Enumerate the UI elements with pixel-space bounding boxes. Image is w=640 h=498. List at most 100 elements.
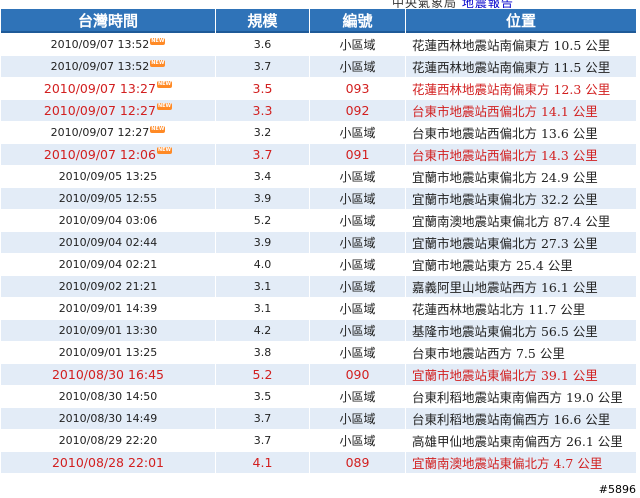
cell-number-link[interactable]: 091 — [310, 144, 405, 165]
column-header-number[interactable]: 編號 — [310, 9, 405, 33]
cell-location: 嘉義阿里山地震站西方 16.1 公里 — [406, 276, 636, 297]
cell-location: 台東利稻地震站南偏西方 16.6 公里 — [406, 408, 636, 429]
cell-location: 高雄甲仙地震站東南偏西方 26.1 公里 — [406, 430, 636, 451]
table-body: 2010/09/07 13:52 NEW 3.6 小區域 花蓮西林地震站南偏東方 10.… — [1, 34, 636, 473]
cell-number: 小區域 — [310, 166, 405, 187]
cell-time: 2010/09/05 13:25 — [1, 166, 215, 187]
time-text: 2010/09/04 03:06 — [58, 214, 158, 227]
cell-location: 台東市地震站西偏北方 13.6 公里 — [406, 122, 636, 143]
cell-magnitude: 3.2 — [216, 122, 309, 143]
cell-time: 2010/09/07 13:27 NEW — [1, 78, 215, 99]
cell-time: 2010/09/07 13:52 NEW — [1, 56, 215, 77]
table-row[interactable]: 2010/09/07 13:52 NEW 3.6 小區域 花蓮西林地震站南偏東方 10.… — [1, 34, 636, 55]
time-text: 2010/09/05 13:25 — [58, 170, 158, 183]
cell-number: 小區域 — [310, 342, 405, 363]
table-row[interactable]: 2010/09/07 12:27 NEW 3.3 092 台東市地震站西偏北方 14.1… — [1, 100, 636, 121]
table-row[interactable]: 2010/09/04 02:21 4.0 小區域 宜蘭市地震站東方 25.4 公里 — [1, 254, 636, 275]
cell-time: 2010/09/07 13:52 NEW — [1, 34, 215, 55]
table-row[interactable]: 2010/08/30 14:49 3.7 小區域 台東利稻地震站南偏西方 16.6 公… — [1, 408, 636, 429]
cell-magnitude: 4.1 — [216, 452, 309, 473]
column-header-magnitude[interactable]: 規模 — [216, 9, 309, 33]
cell-time: 2010/08/30 16:45 — [1, 364, 215, 385]
cell-location: 台東利稻地震站東南偏西方 19.0 公里 — [406, 386, 636, 407]
time-text: 2010/09/07 13:27 — [43, 81, 156, 96]
cell-location: 台東市地震站西偏北方 14.3 公里 — [406, 144, 636, 165]
cell-number-link[interactable]: 093 — [310, 78, 405, 99]
cell-number-link[interactable]: 092 — [310, 100, 405, 121]
cell-location: 宜蘭市地震站東偏北方 39.1 公里 — [406, 364, 636, 385]
table-row[interactable]: 2010/09/05 12:55 3.9 小區域 宜蘭市地震站東偏北方 32.2 公里 — [1, 188, 636, 209]
cell-magnitude: 3.4 — [216, 166, 309, 187]
column-header-location[interactable]: 位置 — [406, 9, 636, 33]
cell-location: 花蓮西林地震站南偏東方 10.5 公里 — [406, 34, 636, 55]
table-row[interactable]: 2010/09/01 14:39 3.1 小區域 花蓮西林地震站北方 11.7 公里 — [1, 298, 636, 319]
cell-location: 宜蘭南澳地震站東偏北方 87.4 公里 — [406, 210, 636, 231]
cell-magnitude: 3.8 — [216, 342, 309, 363]
cell-number: 小區域 — [310, 430, 405, 451]
cell-magnitude: 3.6 — [216, 34, 309, 55]
table-row[interactable]: 2010/09/04 02:44 3.9 小區域 宜蘭市地震站東偏北方 27.3 公里 — [1, 232, 636, 253]
cell-time: 2010/09/07 12:27 NEW — [1, 100, 215, 121]
cell-number-link[interactable]: 089 — [310, 452, 405, 473]
top-strip: 中央氣象局 地震報告 — [0, 0, 640, 10]
new-badge-icon: NEW — [150, 60, 166, 67]
cell-location: 台東市地震站西偏北方 14.1 公里 — [406, 100, 636, 121]
table-row[interactable]: 2010/09/04 03:06 5.2 小區域 宜蘭南澳地震站東偏北方 87.4 公… — [1, 210, 636, 231]
table-row[interactable]: 2010/09/07 13:27 NEW 3.5 093 花蓮西林地震站南偏東方 12.… — [1, 78, 636, 99]
cell-magnitude: 3.5 — [216, 386, 309, 407]
cell-magnitude: 3.1 — [216, 298, 309, 319]
time-text: 2010/09/02 21:21 — [58, 280, 158, 293]
time-text: 2010/09/01 13:25 — [58, 346, 158, 359]
cell-time: 2010/09/01 13:25 — [1, 342, 215, 363]
cell-location: 宜蘭市地震站東偏北方 32.2 公里 — [406, 188, 636, 209]
column-header-time[interactable]: 台灣時間 — [1, 9, 215, 33]
cell-number-link[interactable]: 090 — [310, 364, 405, 385]
cell-time: 2010/09/05 12:55 — [1, 188, 215, 209]
cell-magnitude: 3.3 — [216, 100, 309, 121]
watermark: #5896 — [598, 483, 636, 496]
cell-time: 2010/09/07 12:06 NEW — [1, 144, 215, 165]
table-row[interactable]: 2010/09/07 12:06 NEW 3.7 091 台東市地震站西偏北方 14.3… — [1, 144, 636, 165]
table-row[interactable]: 2010/09/05 13:25 3.4 小區域 宜蘭市地震站東偏北方 24.9 公里 — [1, 166, 636, 187]
cell-number: 小區域 — [310, 34, 405, 55]
cell-location: 台東市地震站西方 7.5 公里 — [406, 342, 636, 363]
cell-number: 小區域 — [310, 254, 405, 275]
table-row[interactable]: 2010/08/30 14:50 3.5 小區域 台東利稻地震站東南偏西方 19.0 … — [1, 386, 636, 407]
cell-magnitude: 4.2 — [216, 320, 309, 341]
time-text: 2010/09/01 13:30 — [58, 324, 158, 337]
cell-magnitude: 3.1 — [216, 276, 309, 297]
table-row[interactable]: 2010/08/28 22:01 4.1 089 宜蘭南澳地震站東偏北方 4.7 公里 — [1, 452, 636, 473]
table-row[interactable]: 2010/09/01 13:25 3.8 小區域 台東市地震站西方 7.5 公里 — [1, 342, 636, 363]
table-row[interactable]: 2010/08/30 16:45 5.2 090 宜蘭市地震站東偏北方 39.1 公里 — [1, 364, 636, 385]
time-text: 2010/09/01 14:39 — [58, 302, 158, 315]
cell-magnitude: 5.2 — [216, 364, 309, 385]
time-text: 2010/08/30 14:50 — [58, 390, 158, 403]
cell-magnitude: 3.9 — [216, 188, 309, 209]
cell-number: 小區域 — [310, 276, 405, 297]
new-badge-icon: NEW — [156, 103, 173, 110]
cell-magnitude: 3.7 — [216, 56, 309, 77]
new-badge-icon: NEW — [156, 81, 173, 88]
table-row[interactable]: 2010/09/02 21:21 3.1 小區域 嘉義阿里山地震站西方 16.1 公里 — [1, 276, 636, 297]
cell-location: 花蓮西林地震站北方 11.7 公里 — [406, 298, 636, 319]
top-fragment-link[interactable]: 地震報告 — [461, 0, 514, 10]
cell-time: 2010/08/30 14:49 — [1, 408, 215, 429]
time-text: 2010/08/29 22:20 — [58, 434, 158, 447]
time-text: 2010/09/07 13:52 — [50, 60, 150, 73]
table-row[interactable]: 2010/09/01 13:30 4.2 小區域 基隆市地震站東偏北方 56.5 公里 — [1, 320, 636, 341]
time-text: 2010/09/07 12:27 — [43, 103, 156, 118]
cell-time: 2010/09/04 02:44 — [1, 232, 215, 253]
cell-time: 2010/09/04 02:21 — [1, 254, 215, 275]
earthquake-table: 台灣時間 規模 編號 位置 2010/09/07 13:52 NEW 3.6 小區域花… — [0, 8, 637, 474]
cell-magnitude: 3.7 — [216, 430, 309, 451]
cell-time: 2010/08/28 22:01 — [1, 452, 215, 473]
cell-magnitude: 3.7 — [216, 144, 309, 165]
cell-location: 基隆市地震站東偏北方 56.5 公里 — [406, 320, 636, 341]
cell-time: 2010/08/29 22:20 — [1, 430, 215, 451]
cell-location: 宜蘭市地震站東方 25.4 公里 — [406, 254, 636, 275]
cell-number: 小區域 — [310, 386, 405, 407]
cell-location: 花蓮西林地震站南偏東方 12.3 公里 — [406, 78, 636, 99]
table-row[interactable]: 2010/09/07 13:52 NEW 3.7 小區域 花蓮西林地震站南偏東方 11.… — [1, 56, 636, 77]
table-row[interactable]: 2010/09/07 12:27 NEW 3.2 小區域 台東市地震站西偏北方 13.6… — [1, 122, 636, 143]
table-row[interactable]: 2010/08/29 22:20 3.7 小區域 高雄甲仙地震站東南偏西方 26.1 … — [1, 430, 636, 451]
